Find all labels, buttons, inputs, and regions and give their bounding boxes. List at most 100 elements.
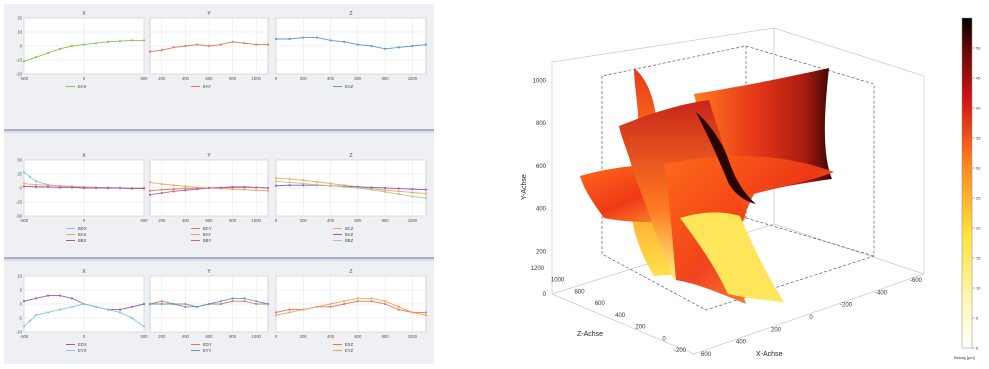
data-point — [356, 186, 359, 190]
data-point — [302, 308, 305, 311]
data-point — [397, 187, 400, 190]
x-tick-label: 400 — [327, 334, 335, 339]
z-tick-label: 600 — [595, 301, 606, 307]
data-point — [196, 188, 199, 191]
data-point — [34, 297, 38, 300]
data-point — [288, 308, 291, 311]
data-point — [207, 186, 211, 190]
legend-label: BAZ — [345, 232, 354, 237]
x-tick-label: 800 — [229, 218, 237, 223]
data-point — [184, 305, 187, 308]
data-point — [46, 184, 50, 187]
colorbar-ticks: 0 5 10 15 20 25 30 35 40 45 50 — [972, 45, 981, 350]
data-point — [82, 43, 86, 46]
data-point — [196, 43, 199, 46]
series-line-BAZ — [275, 184, 427, 191]
data-point — [219, 43, 222, 46]
legend-label: BAX — [78, 232, 87, 237]
legend-label: EAZ — [345, 84, 354, 89]
data-point — [106, 186, 110, 190]
data-point — [315, 36, 319, 39]
z-tick-label: 400 — [615, 313, 626, 319]
x-tick-label: 1000 — [252, 334, 262, 339]
x-tick-label: 800 — [382, 334, 390, 339]
data-point — [397, 46, 400, 49]
chart-title: Z — [349, 153, 352, 159]
data-point — [82, 302, 86, 306]
x-tick-label: -400 — [875, 290, 888, 296]
y-tick-label: -10 — [16, 330, 23, 335]
x-tick-label: 400 — [182, 218, 190, 223]
colorbar — [961, 17, 973, 349]
x-tick-label: 200 — [158, 218, 166, 223]
data-point — [118, 186, 122, 190]
data-point — [106, 40, 110, 43]
y-tick-label: 10 — [17, 30, 22, 35]
axis-ticks: 0 200 400 600 800 1000 1200 1000 800 600 400 200 0 -2… — [531, 79, 923, 358]
y-tick-label: -50 — [16, 214, 23, 219]
data-point — [34, 56, 38, 59]
data-point — [397, 190, 400, 193]
data-point — [411, 191, 414, 194]
data-point — [34, 185, 38, 188]
legend-label: BBZ — [345, 238, 354, 243]
x-tick-label: 0 — [275, 334, 278, 339]
data-point — [274, 37, 278, 41]
data-point — [46, 311, 50, 314]
data-point — [28, 175, 32, 178]
data-point — [160, 302, 163, 306]
data-point — [397, 193, 400, 196]
data-point — [142, 39, 146, 42]
data-point — [356, 300, 359, 303]
data-point — [302, 179, 305, 182]
data-point — [266, 302, 270, 306]
y-tick-label: 0 — [20, 44, 23, 49]
data-point — [302, 184, 305, 187]
legend-label: BAY — [203, 232, 211, 237]
data-point — [160, 49, 163, 52]
legend-label: EAY — [203, 84, 211, 89]
legend-label: BBX — [78, 238, 87, 243]
data-point — [383, 186, 387, 190]
data-point — [231, 40, 234, 43]
data-point — [58, 294, 62, 297]
data-point — [184, 189, 187, 192]
series-line-EYZ — [275, 297, 427, 316]
x-tick-label: 200 — [158, 334, 166, 339]
data-point — [219, 186, 222, 189]
z-tick-label: 0 — [662, 336, 666, 342]
data-point — [315, 183, 319, 186]
data-point — [160, 300, 163, 303]
x-tick-label: 800 — [229, 334, 237, 339]
data-point — [22, 171, 26, 174]
x-tick-label: 200 — [771, 327, 782, 333]
data-point — [22, 325, 26, 328]
z-tick-label: 800 — [575, 289, 586, 295]
colorbar-tick-label: 10 — [976, 285, 981, 290]
data-point — [411, 44, 414, 48]
y-tick-label: 25 — [17, 172, 22, 177]
x-tick-label: -500 — [20, 218, 29, 223]
data-point — [160, 191, 163, 195]
x-tick-label: 0 — [275, 76, 278, 81]
data-point — [411, 188, 414, 191]
data-point — [383, 189, 387, 192]
data-point — [82, 186, 86, 190]
legend-label: EDX — [78, 342, 87, 347]
data-point — [370, 300, 373, 303]
x-tick-label: 600 — [701, 352, 712, 358]
x-tick-label: -500 — [20, 76, 29, 81]
data-point — [274, 176, 278, 180]
legend-label: EDY — [203, 342, 212, 347]
data-point — [343, 185, 346, 188]
data-point — [243, 42, 246, 45]
x-tick-label: 600 — [206, 334, 214, 339]
x-tick-label: 1000 — [408, 334, 418, 339]
x-tick-label: 500 — [141, 334, 149, 339]
data-point — [383, 300, 387, 303]
data-point — [94, 305, 98, 308]
data-point — [184, 302, 187, 306]
x-tick-label: 400 — [736, 340, 747, 346]
